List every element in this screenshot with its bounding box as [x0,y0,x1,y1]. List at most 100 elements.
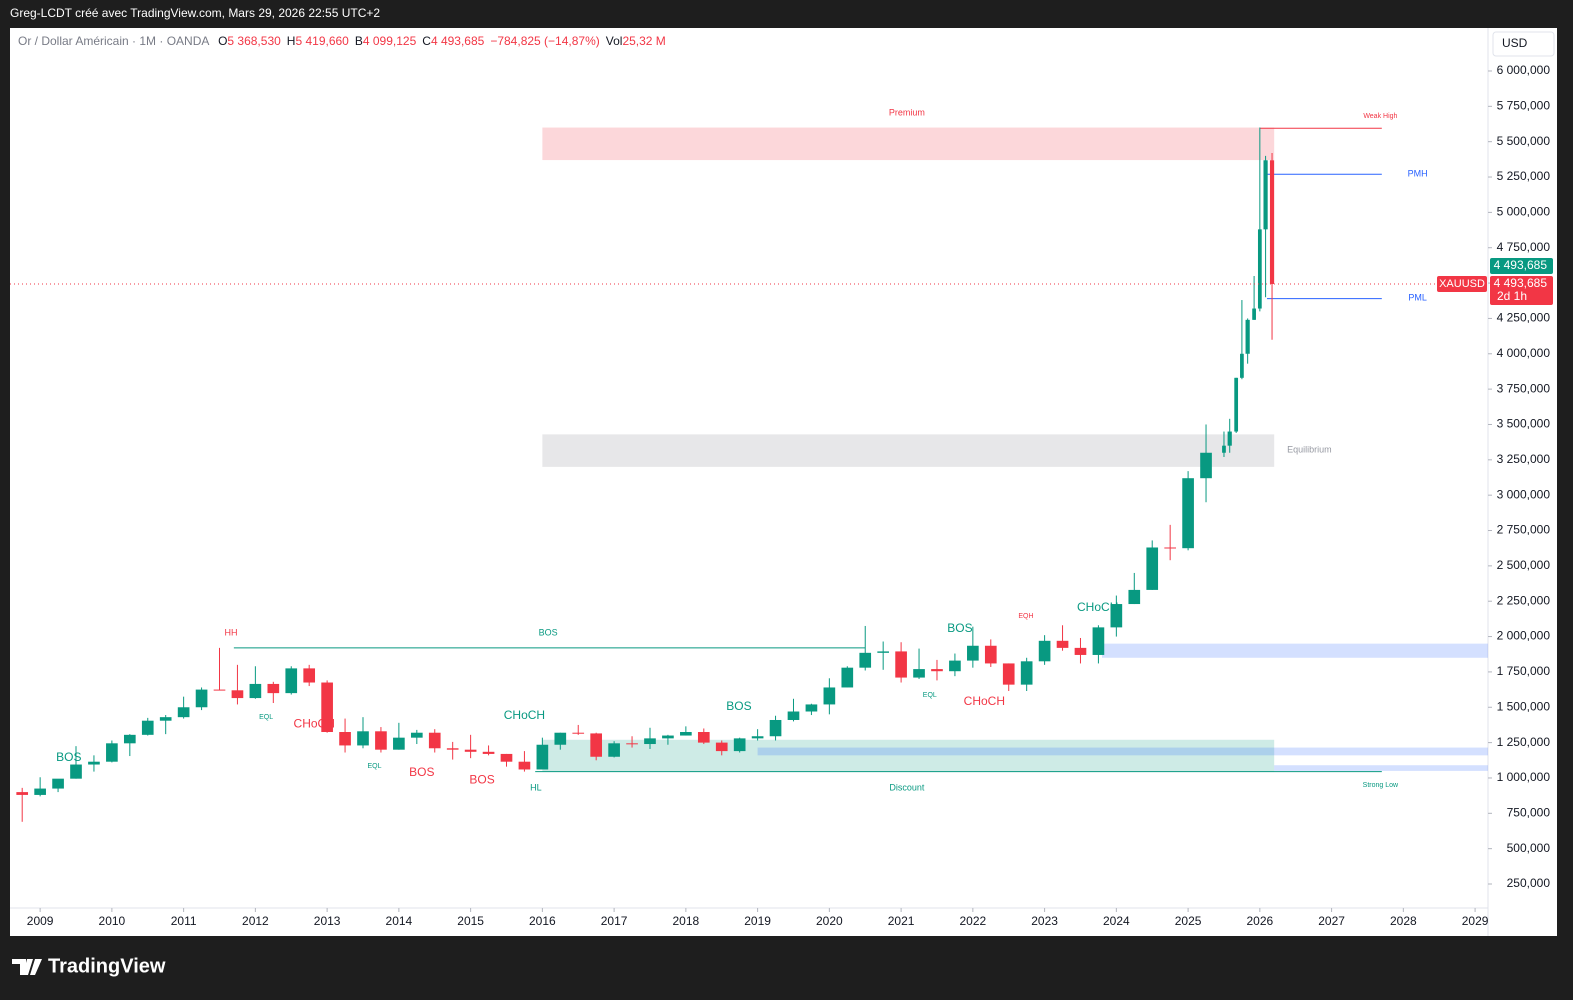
candle-body [16,792,29,795]
candle-body [572,732,585,734]
brand: TradingView [48,955,166,977]
x-tick-label: 2015 [457,914,484,928]
y-tick-label: 500,000 [1507,841,1551,855]
candle-body [482,751,495,754]
x-tick-label: 2012 [242,914,269,928]
candle-body [123,734,136,744]
y-tick-label: 6 000,000 [1497,63,1551,77]
candle-body [1164,547,1176,549]
candle-body [88,761,100,765]
change: −784,825 (−14,87%) [490,34,599,48]
currency-button[interactable] [1492,31,1555,57]
annotation: CHoCH [1077,600,1118,614]
candle-body [931,669,943,672]
candle-body [1245,319,1250,354]
candle-body [464,749,477,752]
zone [1101,643,1488,658]
candle-body [1128,589,1141,605]
candle-body [249,683,262,699]
annotation: BOS [947,621,972,635]
candle-body [1227,431,1232,446]
ohlc-key: O [218,34,227,48]
logo [12,959,42,975]
candle-body [213,689,226,691]
candle-body [644,738,656,745]
y-tick-label: 1 750,000 [1497,664,1551,678]
candle-body [1074,647,1087,655]
candle-body [177,707,190,718]
annotation: Discount [889,782,925,792]
zone [757,747,1488,756]
symbol-text: XAUUSD [1439,278,1485,290]
y-tick-label: 2 500,000 [1497,558,1551,572]
x-tick-label: 2025 [1175,914,1202,928]
candle-body [769,719,782,737]
annotation: BOS [539,627,558,637]
last-price-tag [1490,257,1553,274]
candle-body [1110,604,1123,628]
candle-body [626,743,638,745]
candle-body [375,731,387,750]
x-tick-label: 2018 [673,914,700,928]
chart-panel [10,28,1557,936]
candle-body [1269,160,1275,284]
annotation: Strong Low [1363,782,1399,789]
ohlc-key: B [355,34,363,48]
x-tick-label: 2013 [314,914,341,928]
brand-logo [12,959,42,975]
candle-body [1182,478,1194,549]
candle-body [608,743,620,757]
annotation: BOS [409,765,434,779]
candle-body [428,732,441,749]
candle-body [680,732,692,736]
annotation: EQH [1018,613,1033,620]
annotation: CHoCH [294,716,335,730]
zone [1274,765,1488,771]
annotation: Weak High [1363,113,1397,120]
annotation: EQL [259,714,273,721]
candle-body [967,645,979,661]
ohlc-value: 5 419,660 [295,34,349,48]
y-tick-label: 3 750,000 [1497,381,1551,395]
candle-body [1234,377,1239,432]
y-tick-label: 5 500,000 [1497,134,1551,148]
annotation: HH [224,627,237,637]
x-tick-label: 2010 [99,914,126,928]
candle-body [787,711,800,720]
candle-body [1257,229,1262,309]
annotation: EQL [367,763,381,770]
y-tick-label: 3 000,000 [1497,487,1551,501]
y-tick-label: 5 250,000 [1497,169,1551,183]
ohlc-key: C [422,34,431,48]
annotation: PML [1408,292,1427,302]
candle-body [446,748,459,750]
candle-body [1222,445,1226,453]
candle-body [321,682,333,733]
x-tick-label: 2028 [1390,914,1417,928]
y-tick-label: 2 000,000 [1497,629,1551,643]
candle-body [1092,627,1105,655]
candle-body [1056,640,1069,648]
ohlc-key: H [287,34,296,48]
candle-body [715,742,728,752]
y-tick-label: 750,000 [1507,805,1551,819]
candle-body [1263,160,1268,230]
candle-body [1020,661,1033,685]
ohlc-value: 5 368,530 [227,34,281,48]
y-tick-label: 4 750,000 [1497,240,1551,254]
candle-body [141,720,154,735]
candle-body [859,652,872,668]
candle-body [106,743,118,762]
candle-body [590,733,603,757]
annotation: Equilibrium [1287,444,1332,454]
candle-body [1038,640,1051,662]
last-price-text: 4 493,685 [1494,258,1548,272]
ohlc-value: 4 099,125 [363,34,417,48]
x-tick-label: 2022 [960,914,987,928]
zone [542,739,1275,772]
y-tick-label: 1 000,000 [1497,770,1551,784]
countdown: 2d 1h [1497,289,1527,303]
x-tick-label: 2029 [1462,914,1489,928]
x-tick-label: 2014 [386,914,413,928]
